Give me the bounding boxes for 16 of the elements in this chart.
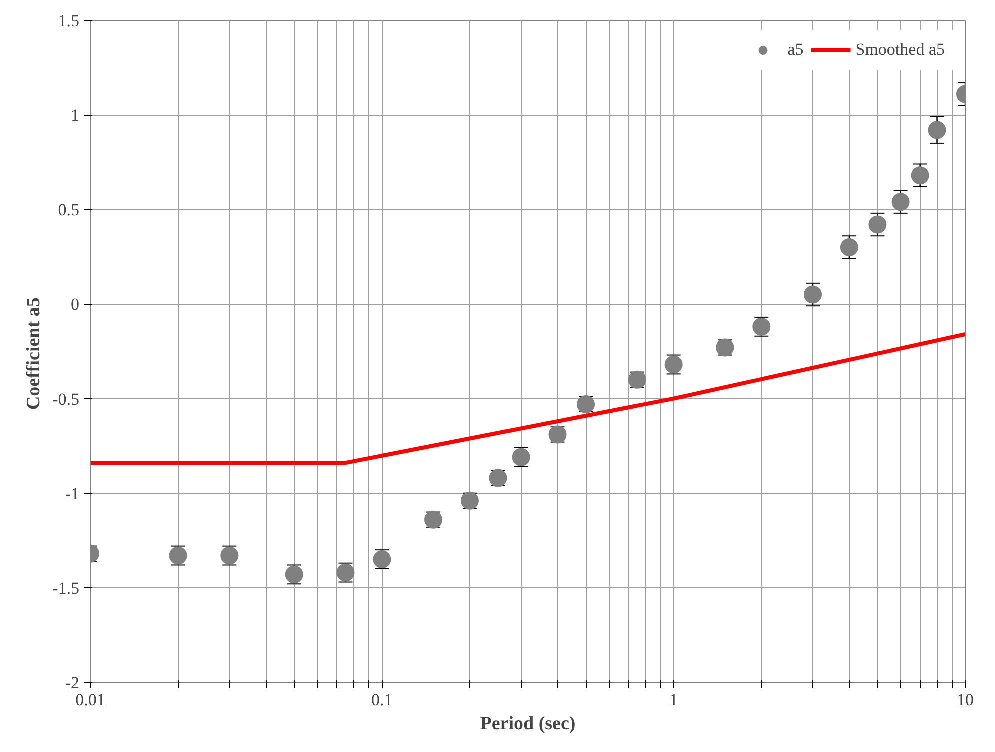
- y-tick-label: 0.5: [58, 200, 80, 220]
- y-tick-label: -1.5: [52, 578, 80, 598]
- legend-label: a5: [788, 40, 805, 60]
- y-tick-label: 1.5: [58, 12, 80, 30]
- y-axis-title: Coefficient a5: [24, 298, 45, 410]
- x-axis-title: Period (sec): [480, 714, 576, 734]
- y-tick-label: -1: [65, 484, 80, 504]
- x-tick-label: 0.1: [372, 690, 393, 710]
- x-tick-label: 0.01: [76, 690, 106, 710]
- y-tick-label: 1: [71, 106, 80, 126]
- x-tick-label: 1: [670, 690, 678, 710]
- y-tick-label: 0: [71, 295, 80, 314]
- y-tick-label: -2: [65, 674, 80, 692]
- legend-label: Smoothed a5: [856, 40, 945, 60]
- x-tick-label: 10: [957, 690, 974, 710]
- y-tick-label: -0.5: [52, 390, 80, 409]
